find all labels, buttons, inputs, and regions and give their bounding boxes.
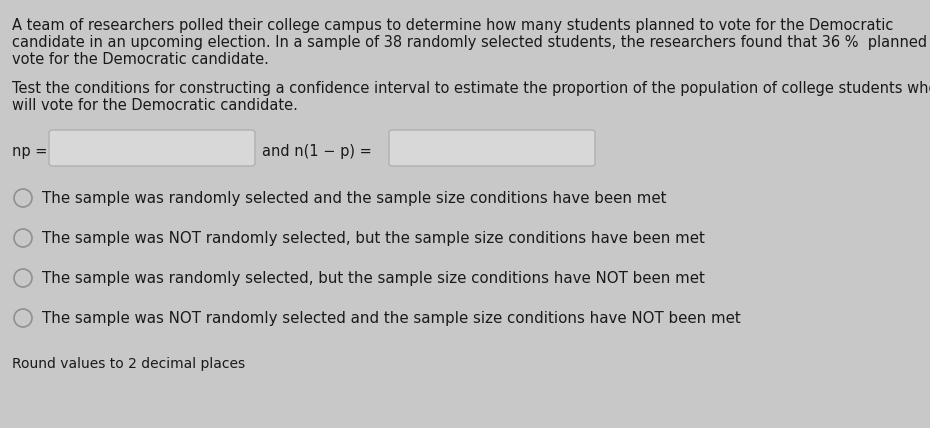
Text: The sample was NOT randomly selected and the sample size conditions have NOT bee: The sample was NOT randomly selected and… <box>42 310 741 326</box>
FancyBboxPatch shape <box>389 130 595 166</box>
Text: will vote for the Democratic candidate.: will vote for the Democratic candidate. <box>12 98 298 113</box>
Circle shape <box>14 309 32 327</box>
Text: The sample was NOT randomly selected, but the sample size conditions have been m: The sample was NOT randomly selected, bu… <box>42 231 705 246</box>
Text: and n(1 − p) =: and n(1 − p) = <box>262 144 377 159</box>
Text: Test the conditions for constructing a confidence interval to estimate the propo: Test the conditions for constructing a c… <box>12 81 930 96</box>
Text: A team of researchers polled their college campus to determine how many students: A team of researchers polled their colle… <box>12 18 894 33</box>
Text: The sample was randomly selected, but the sample size conditions have NOT been m: The sample was randomly selected, but th… <box>42 270 705 285</box>
Circle shape <box>14 269 32 287</box>
Text: vote for the Democratic candidate.: vote for the Democratic candidate. <box>12 52 269 67</box>
Text: The sample was randomly selected and the sample size conditions have been met: The sample was randomly selected and the… <box>42 190 667 205</box>
Circle shape <box>14 189 32 207</box>
FancyBboxPatch shape <box>49 130 255 166</box>
Text: np =: np = <box>12 144 52 159</box>
Circle shape <box>14 229 32 247</box>
Text: candidate in an upcoming election. In a sample of 38 randomly selected students,: candidate in an upcoming election. In a … <box>12 35 930 50</box>
Text: Round values to 2 decimal places: Round values to 2 decimal places <box>12 357 246 371</box>
